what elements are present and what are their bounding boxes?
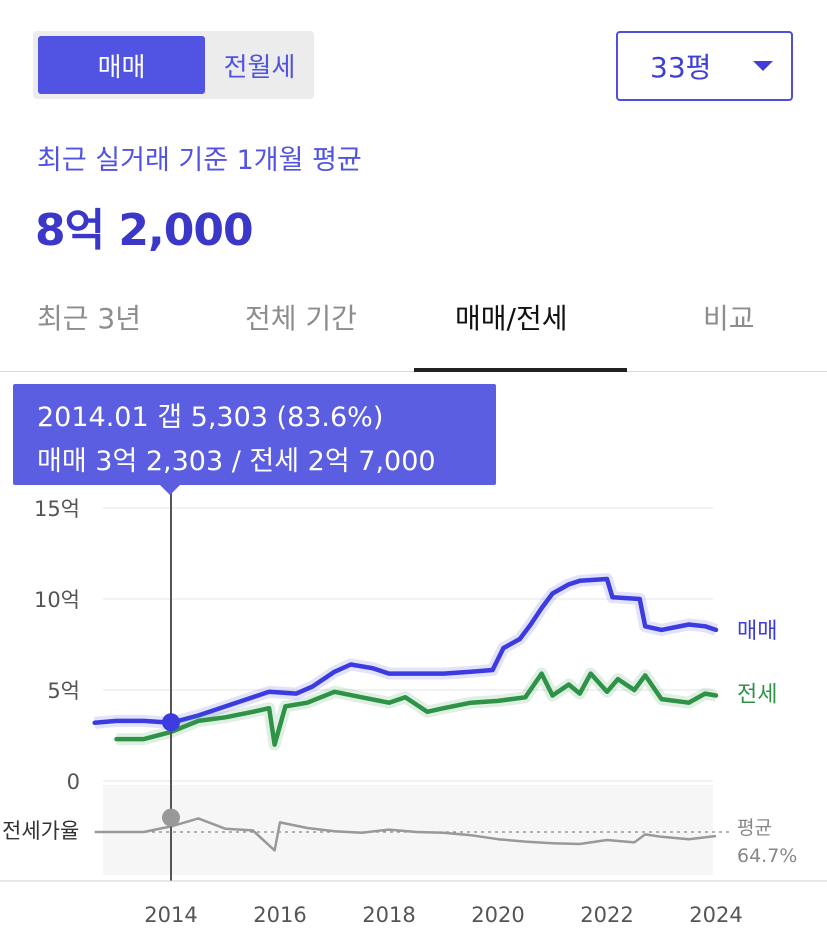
active-tab-indicator xyxy=(414,368,627,372)
x-tick-label-2018: 2018 xyxy=(362,903,415,927)
cursor-sale-point xyxy=(162,713,180,732)
ratio-average-label: 평균 xyxy=(737,817,772,839)
series-line-1 xyxy=(114,671,719,747)
ratio-average-value: 64.7% xyxy=(737,845,797,867)
chart-grid xyxy=(103,507,713,782)
y-tick-label-10: 10억 xyxy=(34,588,80,612)
caret-down-icon xyxy=(753,61,773,71)
x-tick-label-2020: 2020 xyxy=(471,903,524,927)
ratio-layer xyxy=(94,817,733,852)
tooltip-price-line: 매매 3억 2,303 / 전세 2억 7,000 xyxy=(37,446,436,477)
y-tick-label-0: 0 xyxy=(67,770,80,794)
ratio-line xyxy=(94,817,717,852)
y-tick-label-5: 5억 xyxy=(47,679,80,703)
cursor-layer xyxy=(162,486,180,881)
trade-type-toggle: 매매 전월세 xyxy=(33,31,314,99)
tab-sale-jeonse[interactable]: 매매/전세 xyxy=(455,302,568,335)
chart-tooltip: 2014.01 갭 5,303 (83.6%) 매매 3억 2,303 / 전세… xyxy=(13,384,496,485)
x-tick-label-2022: 2022 xyxy=(580,903,633,927)
series-line-0 xyxy=(92,576,719,726)
y-tick-label-15: 15억 xyxy=(34,497,80,521)
x-tick-label-2024: 2024 xyxy=(689,903,742,927)
series-label-0: 매매 xyxy=(737,619,777,644)
area-size-value: 33평 xyxy=(650,51,712,84)
period-tabs: 최근 3년 전체 기간 매매/전세 비교 xyxy=(0,280,827,372)
ratio-series-label: 전세가율 xyxy=(2,819,79,843)
average-price: 8억 2,000 xyxy=(35,205,254,256)
tab-recent-3y[interactable]: 최근 3년 xyxy=(37,302,141,335)
toggle-rent-button[interactable]: 전월세 xyxy=(223,52,296,83)
price-caption: 최근 실거래 기준 1개월 평균 xyxy=(37,145,362,176)
x-tick-label-2016: 2016 xyxy=(253,903,306,927)
tooltip-arrow xyxy=(160,485,180,495)
tooltip-gap-line: 2014.01 갭 5,303 (83.6%) xyxy=(37,402,384,433)
area-size-select[interactable]: 33평 xyxy=(616,31,793,101)
y-axis-labels: 0 5억 10억 15억 xyxy=(34,497,80,794)
x-tick-label-2014: 2014 xyxy=(144,903,197,927)
tab-compare[interactable]: 비교 xyxy=(703,302,755,335)
tab-all-period[interactable]: 전체 기간 xyxy=(245,302,357,335)
series-label-1: 전세 xyxy=(737,683,777,708)
toggle-sale-button[interactable]: 매매 xyxy=(38,36,205,94)
x-axis-labels: 2014 2016 2018 2020 2022 2024 xyxy=(144,903,742,927)
cursor-ratio-point xyxy=(162,808,180,827)
ratio-panel-background xyxy=(103,785,713,875)
